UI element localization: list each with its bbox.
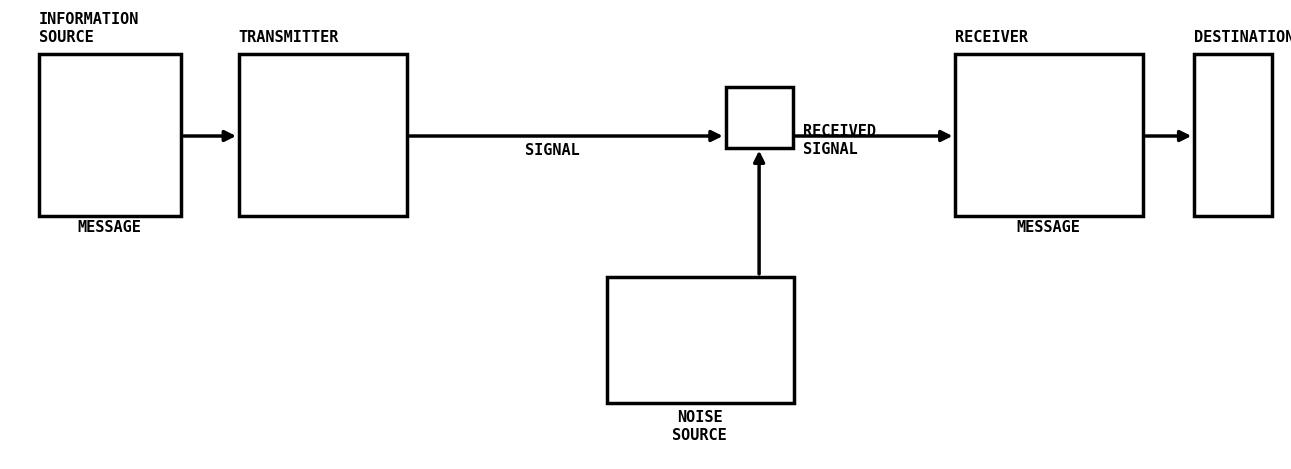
Text: MESSAGE: MESSAGE [77, 220, 142, 235]
Text: RECEIVER: RECEIVER [955, 30, 1029, 45]
Text: INFORMATION
SOURCE: INFORMATION SOURCE [39, 12, 139, 45]
Bar [39, 54, 181, 216]
Bar [607, 277, 794, 403]
Text: NOISE
SOURCE: NOISE SOURCE [673, 410, 727, 443]
Text: DESTINATION: DESTINATION [1194, 30, 1291, 45]
Bar [239, 54, 407, 216]
Text: SIGNAL: SIGNAL [525, 143, 580, 158]
Text: MESSAGE: MESSAGE [1016, 220, 1081, 235]
Bar [1194, 54, 1272, 216]
Text: TRANSMITTER: TRANSMITTER [239, 30, 340, 45]
Bar [955, 54, 1143, 216]
Bar [726, 87, 793, 148]
Text: RECEIVED
SIGNAL: RECEIVED SIGNAL [803, 124, 877, 157]
